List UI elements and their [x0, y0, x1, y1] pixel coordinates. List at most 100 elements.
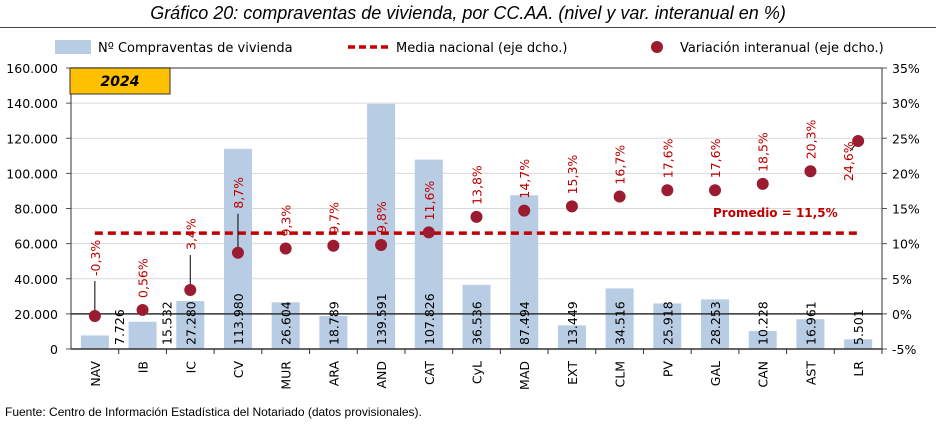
dot-IC	[184, 283, 197, 296]
x-tick-label-MUR: MUR	[279, 361, 294, 390]
x-tick-label-EXT: EXT	[565, 361, 580, 385]
right-tick-label: 0%	[892, 307, 912, 322]
legend-bar-label: Nº Compraventas de vivienda	[98, 41, 293, 56]
x-tick-label-PV: PV	[660, 361, 675, 378]
bar-value-label: 113.980	[231, 293, 246, 345]
bar-ARA	[319, 316, 348, 349]
dot-PV	[661, 184, 674, 197]
dot-AND	[375, 239, 388, 252]
variation-label: 14,7%	[517, 159, 532, 199]
bar-value-label: 7.726	[112, 309, 127, 345]
variation-label: 13,8%	[470, 165, 485, 205]
dot-GAL	[709, 184, 722, 197]
bar-value-label: 34.516	[613, 301, 628, 345]
dot-CLM	[613, 190, 626, 203]
bar-AND	[367, 103, 396, 349]
right-tick-label: 15%	[892, 202, 920, 217]
chart-svg: 0 20.000 40.000 60.000 80.000 100.000 120.000 1…	[6, 40, 920, 390]
bar-value-label: 16.961	[803, 301, 818, 345]
variation-label: 16,7%	[613, 145, 628, 185]
dot-MAD	[518, 204, 531, 217]
legend-dot-label: Variación interanual (eje dcho.)	[680, 41, 884, 56]
legend-dot-swatch	[651, 41, 663, 53]
variation-label: 18,5%	[756, 132, 771, 172]
right-tick-label: 20%	[892, 166, 920, 181]
variation-label: 15,3%	[565, 155, 580, 195]
bar-LR	[844, 339, 873, 349]
x-tick-label-IC: IC	[183, 361, 198, 374]
bar-GAL	[701, 299, 730, 349]
bar-value-label: 18.789	[326, 301, 341, 345]
x-tick-label-ARA: ARA	[326, 361, 341, 387]
bar-value-label: 26.604	[279, 301, 294, 345]
x-tick-label-GAL: GAL	[708, 361, 723, 386]
right-tick-label: 30%	[892, 96, 920, 111]
x-tick-label-AST: AST	[803, 361, 818, 385]
x-tick-label-NAV: NAV	[88, 361, 103, 387]
right-tick-label: 10%	[892, 237, 920, 252]
bar-MAD	[510, 195, 539, 349]
bar-MUR	[271, 302, 300, 349]
variation-label: 9,8%	[374, 201, 389, 233]
right-tick-label: 35%	[892, 61, 920, 76]
left-tick-label: 160.000	[6, 61, 58, 76]
variation-label: 17,6%	[660, 138, 675, 178]
bar-value-label: 139.591	[374, 293, 389, 345]
legend-bar-swatch	[55, 40, 91, 54]
dot-NAV	[88, 309, 101, 322]
x-tick-label-MAD: MAD	[517, 361, 532, 390]
title-divider	[0, 27, 936, 28]
x-tick-label-CyL: CyL	[470, 361, 485, 384]
dot-CAN	[756, 177, 769, 190]
variation-label: 8,7%	[231, 177, 246, 209]
bar-value-label: 25.918	[660, 301, 675, 345]
variation-label: 17,6%	[708, 138, 723, 178]
right-tick-label: 25%	[892, 131, 920, 146]
chart-title: Gráfico 20: compraventas de vivienda, po…	[150, 3, 786, 23]
bar-AST	[796, 319, 825, 349]
variation-label: 9,7%	[326, 202, 341, 234]
left-tick-label: 0	[50, 342, 58, 357]
bar-value-label: 36.536	[470, 301, 485, 345]
left-tick-label: 20.000	[14, 307, 58, 322]
x-tick-label-AND: AND	[374, 361, 389, 389]
right-tick-label: 5%	[892, 272, 912, 287]
year-badge	[69, 67, 171, 95]
bar-value-label: 107.826	[422, 293, 437, 345]
bar-value-label: 10.228	[756, 301, 771, 345]
bar-value-label: 87.494	[517, 301, 532, 345]
bar-CyL	[462, 284, 491, 349]
dot-ARA	[327, 239, 340, 252]
dot-IB	[136, 303, 149, 316]
variation-label: 24,6%	[841, 141, 856, 181]
x-tick-label-CAT: CAT	[422, 361, 437, 385]
bar-IB	[128, 321, 157, 349]
legend-line-label: Media nacional (eje dcho.)	[396, 41, 567, 56]
dot-CV	[231, 246, 244, 259]
average-label: Promedio = 11,5%	[713, 206, 838, 220]
bar-PV	[653, 303, 682, 349]
bar-value-label: 5.501	[851, 309, 866, 345]
dot-CyL	[470, 210, 483, 223]
bar-NAV	[80, 335, 109, 349]
variation-label: 9,3%	[279, 205, 294, 237]
left-tick-label: 140.000	[6, 96, 58, 111]
left-tick-label: 100.000	[6, 166, 58, 181]
left-tick-label: 120.000	[6, 131, 58, 146]
left-tick-label: 40.000	[14, 272, 58, 287]
right-tick-label: -5%	[892, 342, 916, 357]
bar-value-label: 15.532	[160, 301, 175, 345]
x-tick-label-CAN: CAN	[756, 361, 771, 388]
x-tick-label-LR: LR	[851, 361, 866, 377]
bar-CAT	[414, 159, 443, 349]
variation-label: 3,4%	[183, 218, 198, 250]
dot-AST	[804, 165, 817, 178]
bar-IC	[176, 301, 205, 349]
dot-EXT	[565, 200, 578, 213]
bar-EXT	[557, 325, 586, 349]
x-tick-label-CLM: CLM	[613, 361, 628, 387]
bar-value-label: 13.449	[565, 301, 580, 345]
variation-label: -0,3%	[88, 240, 103, 276]
dot-LR	[852, 135, 865, 148]
